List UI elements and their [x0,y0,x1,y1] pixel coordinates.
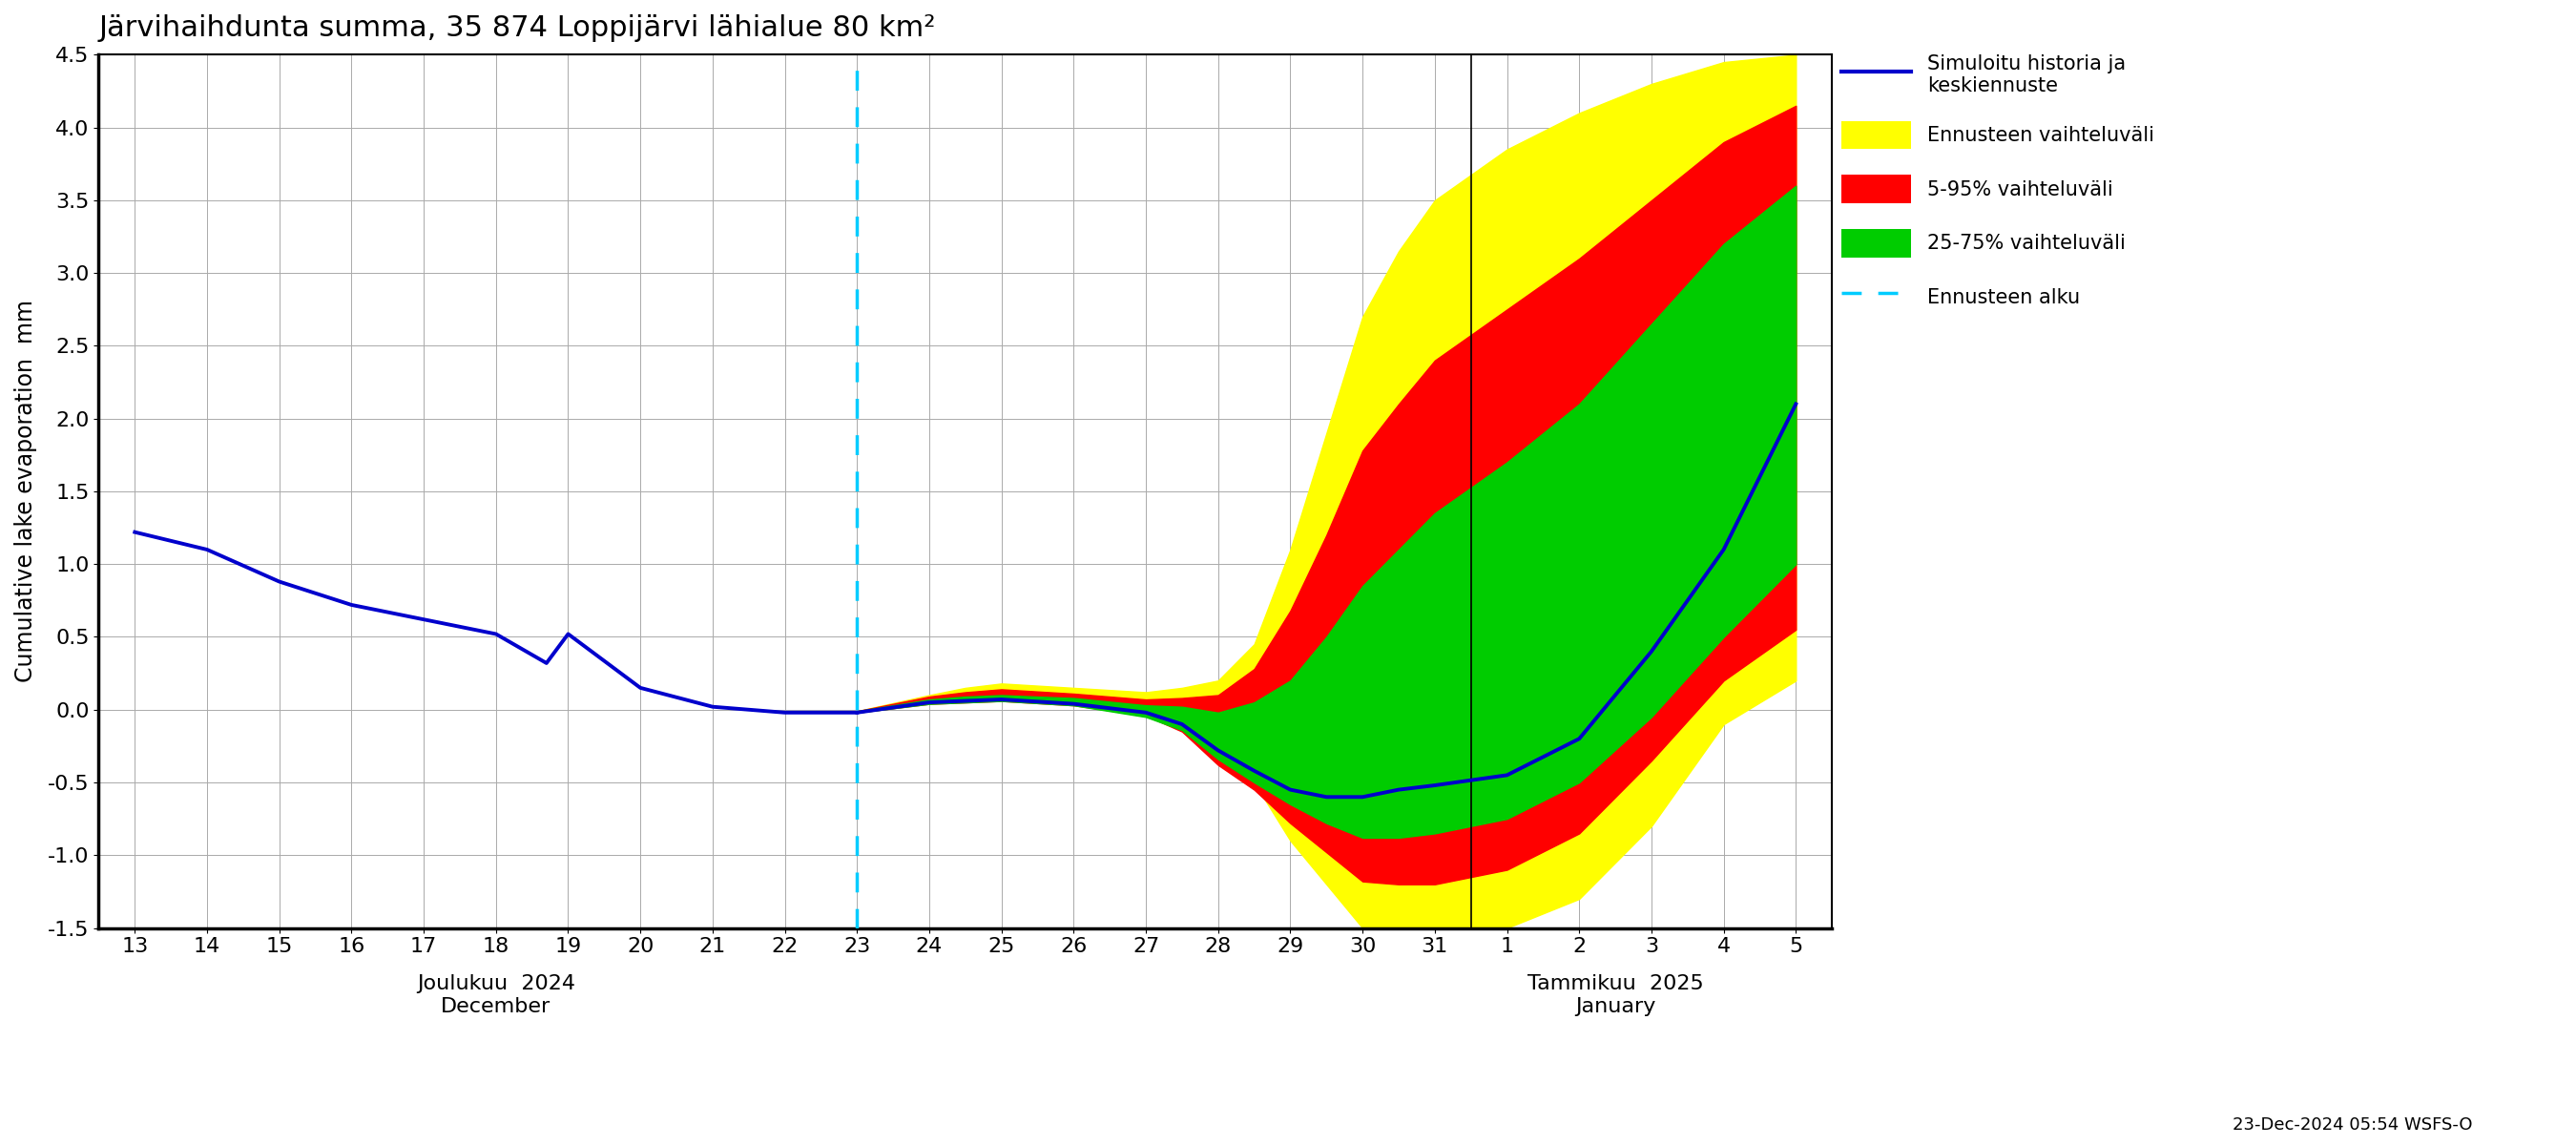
Legend: Simuloitu historia ja
keskiennuste, Ennusteen vaihteluväli, 5-95% vaihteluväli, : Simuloitu historia ja keskiennuste, Ennu… [1834,46,2161,319]
Text: Järvihaihdunta summa, 35 874 Loppijärvi lähialue 80 km²: Järvihaihdunta summa, 35 874 Loppijärvi … [98,14,935,42]
Y-axis label: Cumulative lake evaporation  mm: Cumulative lake evaporation mm [15,300,36,682]
Text: Joulukuu  2024
December: Joulukuu 2024 December [417,974,574,1016]
Text: Tammikuu  2025
January: Tammikuu 2025 January [1528,974,1703,1016]
Text: 23-Dec-2024 05:54 WSFS-O: 23-Dec-2024 05:54 WSFS-O [2233,1116,2473,1134]
